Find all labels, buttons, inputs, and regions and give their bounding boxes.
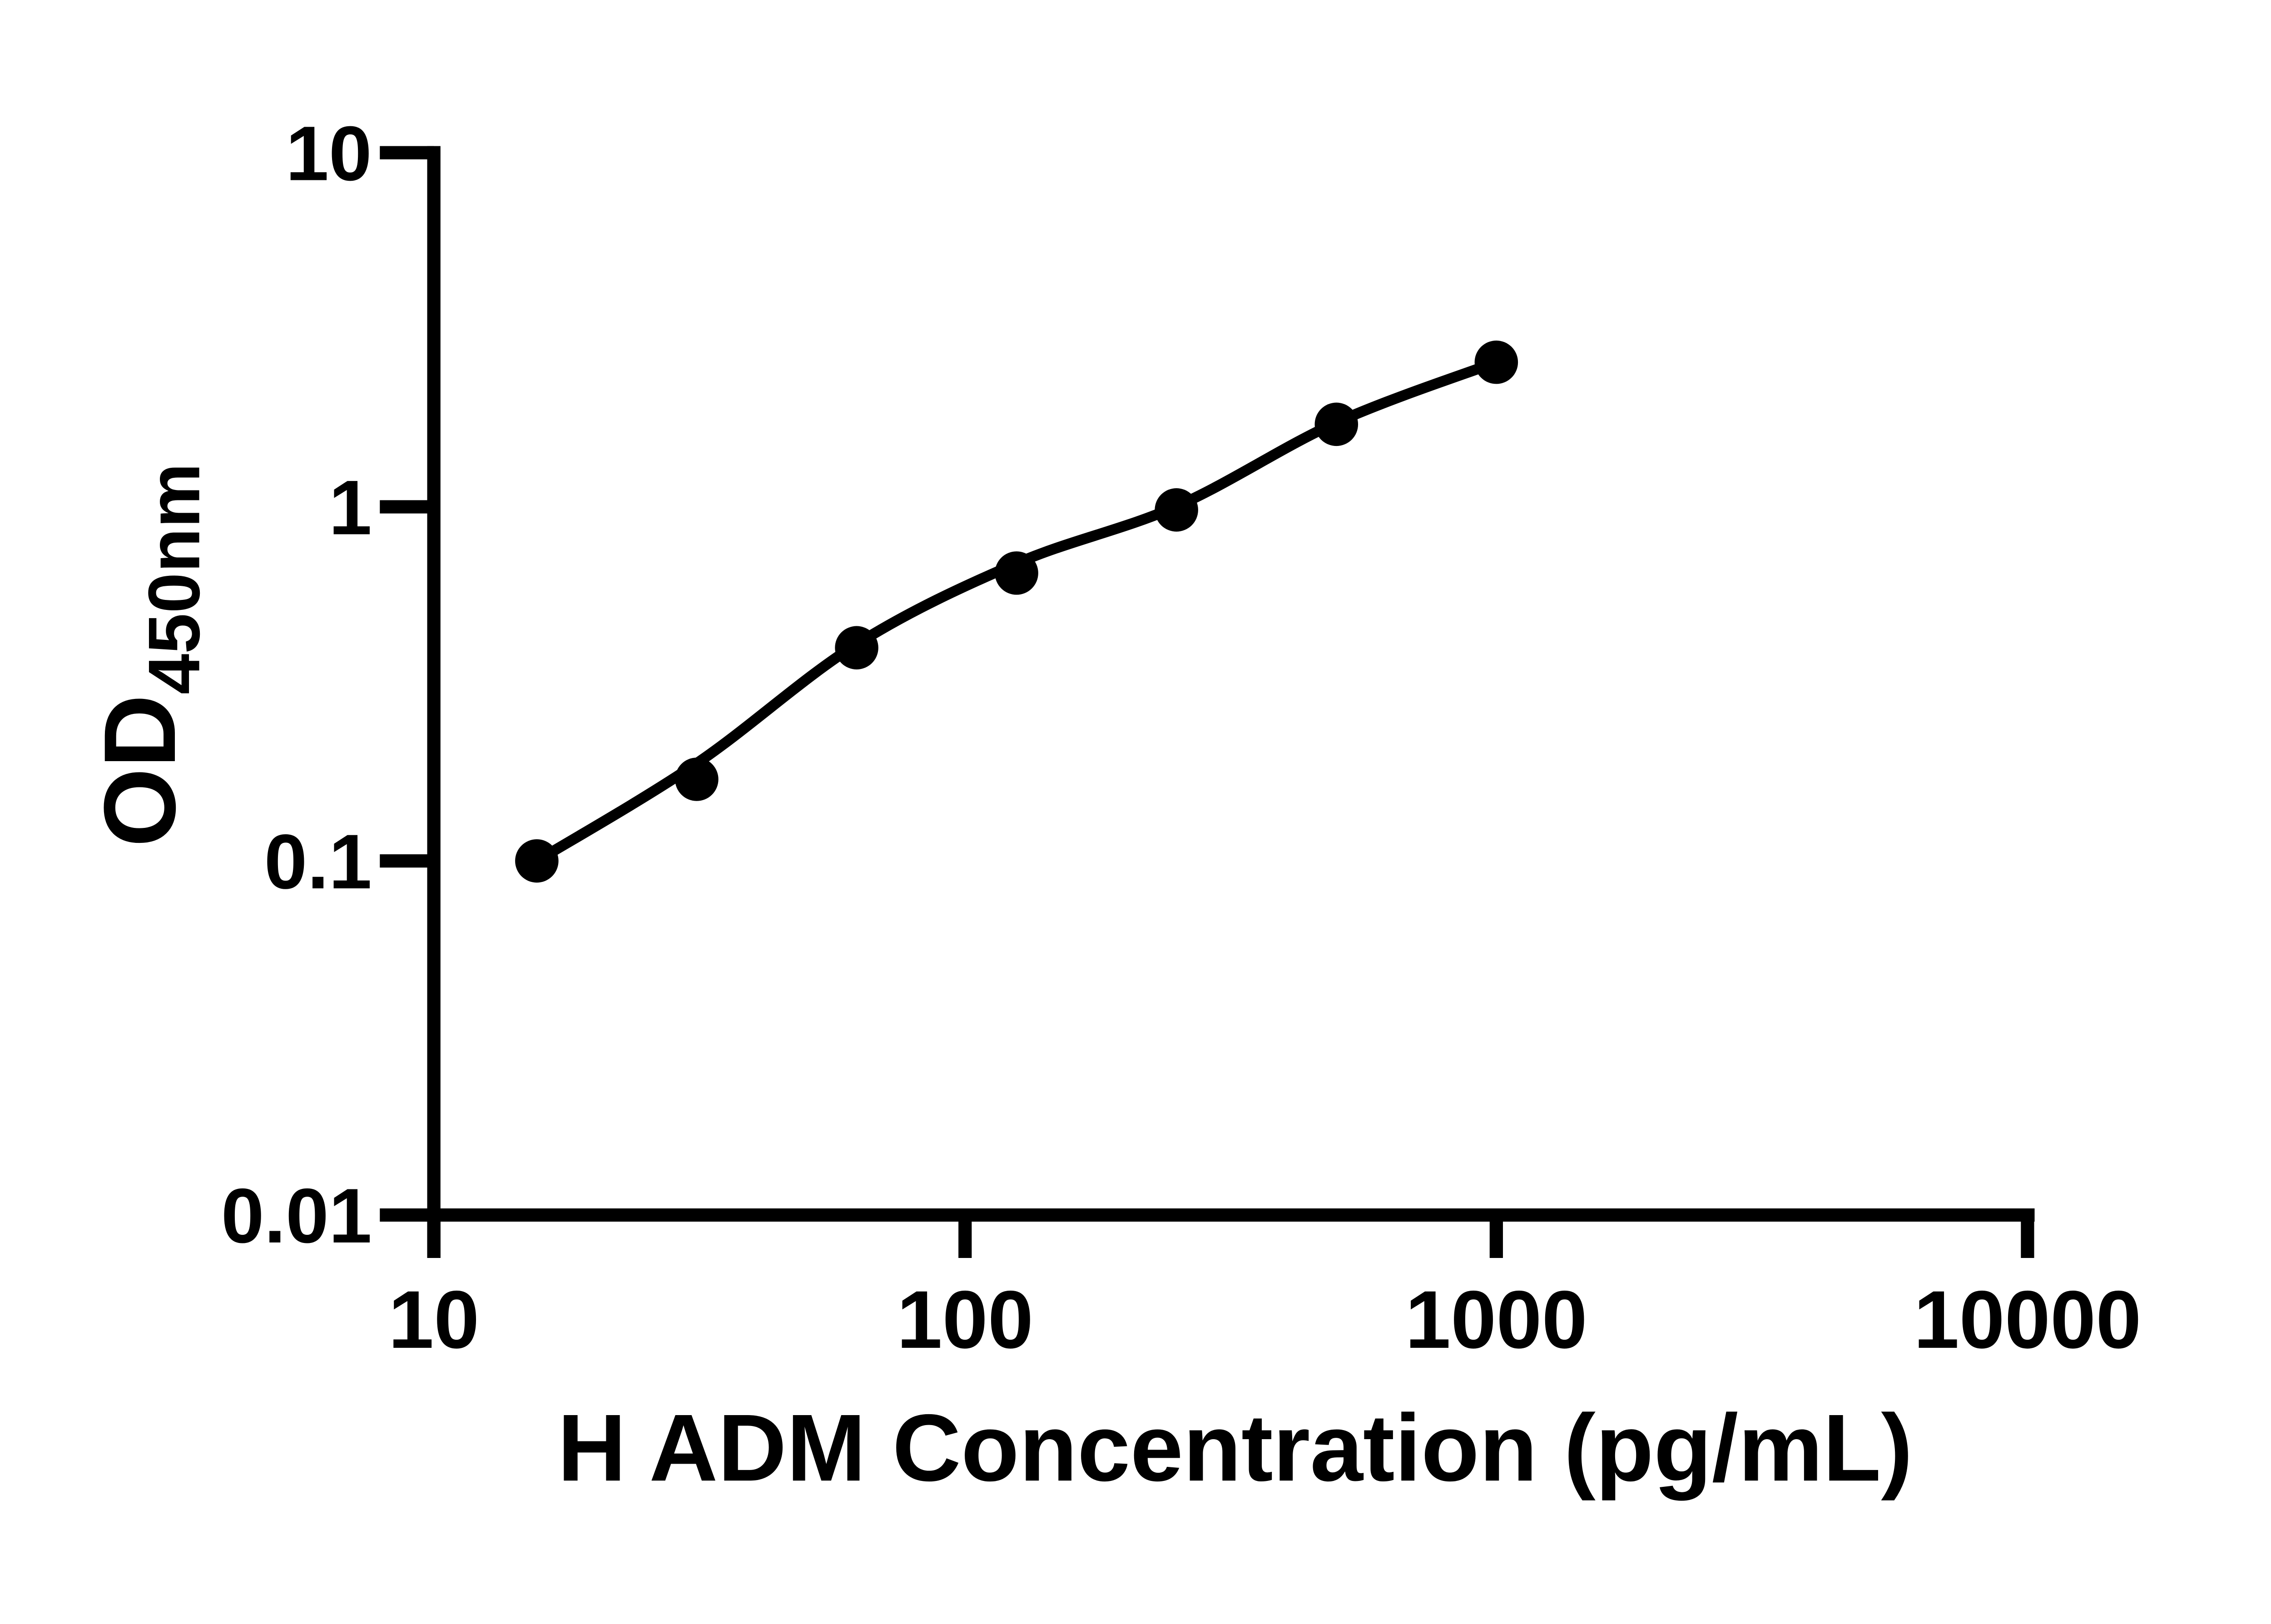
- data-point: [1155, 488, 1198, 532]
- x-axis-ticks: [427, 1215, 2034, 1258]
- chart-canvas: 10 1 0.1 0.01 10 100 1000 10000 H ADM Concentr…: [0, 0, 2271, 1583]
- x-tick-label: 1000: [1405, 1274, 1587, 1366]
- y-tick-label: 0.01: [221, 1173, 372, 1259]
- data-point: [995, 551, 1038, 595]
- x-axis-tick-labels: 10 100 1000 10000: [388, 1274, 2142, 1366]
- data-point: [515, 839, 559, 883]
- y-tick-label: 0.1: [264, 819, 372, 905]
- x-tick-label: 100: [897, 1274, 1033, 1366]
- chart-background: [0, 0, 2271, 1583]
- data-point: [835, 626, 878, 670]
- x-axis-title: H ADM Concentration (pg/mL): [557, 1395, 1913, 1501]
- y-axis-title: OD450nm: [83, 463, 215, 847]
- data-points: [515, 340, 1518, 883]
- x-tick-label: 10000: [1914, 1274, 2141, 1366]
- elisa-standard-curve-figure: 10 1 0.1 0.01 10 100 1000 10000 H ADM Concentr…: [0, 0, 2271, 1583]
- x-tick-label: 10: [388, 1274, 480, 1366]
- data-point: [1314, 402, 1359, 446]
- y-axis-ticks: [380, 146, 434, 1222]
- y-tick-label: 10: [286, 111, 372, 197]
- y-axis-tick-labels: 10 1 0.1 0.01: [221, 111, 372, 1259]
- data-point: [1474, 340, 1518, 384]
- y-tick-label: 1: [329, 465, 372, 551]
- y-axis-title-main: OD: [83, 694, 197, 847]
- y-axis-title-subscript: 450nm: [134, 463, 215, 694]
- data-point: [675, 758, 719, 801]
